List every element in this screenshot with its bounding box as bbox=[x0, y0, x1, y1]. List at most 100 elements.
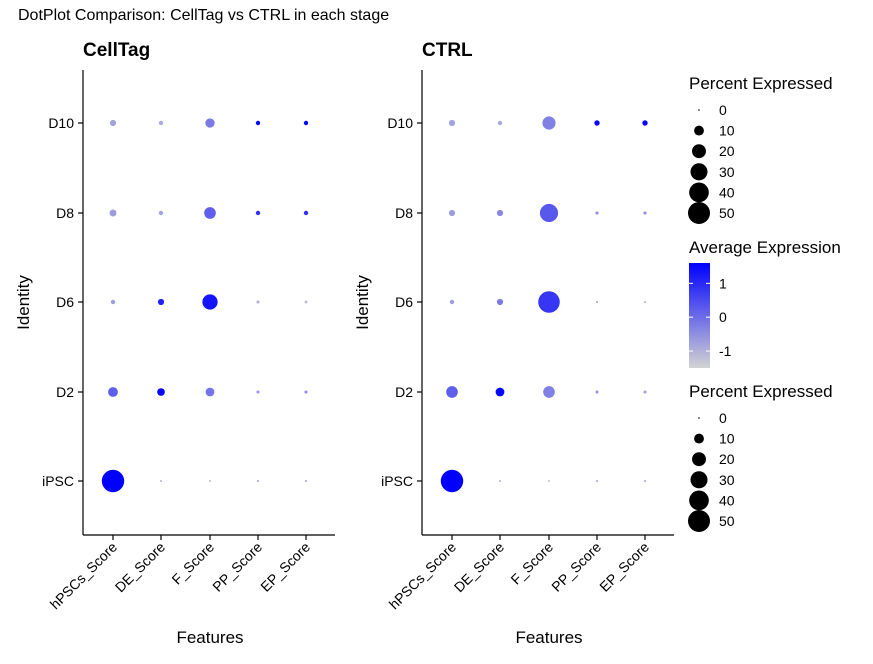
size-legend-title: Percent Expressed bbox=[689, 382, 833, 401]
dot-D2-hPSCs_Score bbox=[108, 387, 118, 397]
size-legend-title: Percent Expressed bbox=[689, 74, 833, 93]
y-tick-label: D2 bbox=[56, 384, 74, 400]
x-tick-label: F_Score bbox=[168, 539, 217, 588]
y-tick-label: iPSC bbox=[381, 473, 413, 489]
color-bar bbox=[689, 263, 710, 368]
dot-iPSC-hPSCs_Score bbox=[101, 469, 125, 493]
size-legend-label: 0 bbox=[719, 410, 727, 426]
x-tick-label: hPSCs_Score bbox=[47, 539, 121, 613]
dot-D6-F_Score bbox=[538, 291, 560, 313]
size-legend-label: 30 bbox=[719, 472, 735, 488]
dot-D8-PP_Score bbox=[255, 210, 261, 216]
dot-D8-DE_Score bbox=[496, 209, 504, 217]
dot-D2-DE_Score bbox=[495, 387, 505, 397]
y-tick-label: D6 bbox=[56, 294, 74, 310]
dot-D10-DE_Score bbox=[158, 120, 164, 126]
size-legend-label: 20 bbox=[719, 143, 735, 159]
dot-D10-EP_Score bbox=[303, 120, 309, 126]
figure-title: DotPlot Comparison: CellTag vs CTRL in e… bbox=[18, 7, 389, 24]
color-tick-label: -1 bbox=[719, 343, 732, 359]
x-axis-title: Features bbox=[176, 628, 243, 647]
size-legend-label: 20 bbox=[719, 451, 735, 467]
dot-D10-PP_Score bbox=[594, 120, 600, 126]
dot-D10-DE_Score bbox=[497, 120, 503, 126]
dot-D6-EP_Score bbox=[643, 300, 647, 304]
dot-D6-PP_Score bbox=[256, 300, 260, 304]
panel-title: CTRL bbox=[422, 40, 473, 61]
x-tick-label: hPSCs_Score bbox=[386, 539, 460, 613]
size-legend-label: 40 bbox=[719, 184, 735, 200]
dot-D2-PP_Score bbox=[595, 390, 599, 394]
dot-D8-hPSCs_Score bbox=[448, 209, 456, 217]
dot-D6-hPSCs_Score bbox=[110, 299, 116, 305]
x-tick-label: PP_Score bbox=[209, 539, 265, 595]
x-tick-label: EP_Score bbox=[596, 539, 652, 595]
dot-D6-hPSCs_Score bbox=[449, 299, 455, 305]
dot-iPSC-DE_Score bbox=[498, 479, 502, 483]
y-axis-title: Identity bbox=[353, 275, 372, 330]
color-legend: Average Expression 1 0 -1 bbox=[689, 238, 841, 368]
size-legend-label: 10 bbox=[719, 431, 735, 447]
dot-iPSC-PP_Score bbox=[595, 479, 599, 483]
dot-D6-PP_Score bbox=[595, 300, 599, 304]
size-legend-dot bbox=[698, 417, 700, 419]
size-legend-dot bbox=[690, 471, 708, 489]
dot-D10-PP_Score bbox=[255, 120, 261, 126]
dot-D8-PP_Score bbox=[595, 211, 599, 215]
dot-iPSC-EP_Score bbox=[643, 479, 647, 483]
dot-iPSC-F_Score bbox=[547, 479, 551, 483]
dot-D6-EP_Score bbox=[304, 300, 308, 304]
size-legend-label: 50 bbox=[719, 205, 735, 221]
panel-title: CellTag bbox=[83, 40, 150, 61]
dot-D2-hPSCs_Score bbox=[446, 386, 458, 398]
dot-iPSC-EP_Score bbox=[304, 479, 308, 483]
size-legend-dot bbox=[689, 182, 709, 203]
dot-D8-EP_Score bbox=[303, 210, 309, 216]
dot-D8-F_Score bbox=[204, 207, 216, 219]
size-legend-label: 10 bbox=[719, 123, 735, 139]
dot-D2-DE_Score bbox=[157, 388, 165, 396]
size-legend-label: 30 bbox=[719, 164, 735, 180]
dot-D8-F_Score bbox=[539, 203, 559, 223]
y-axis-title: Identity bbox=[14, 275, 33, 330]
size-legend-dot bbox=[692, 452, 706, 467]
dot-D8-EP_Score bbox=[643, 211, 647, 215]
x-axis-title: Features bbox=[515, 628, 582, 647]
x-tick-label: F_Score bbox=[507, 539, 556, 588]
size-legend-dot bbox=[694, 125, 704, 136]
dot-D2-EP_Score bbox=[643, 390, 647, 394]
dot-D6-F_Score bbox=[202, 294, 218, 310]
dot-D10-hPSCs_Score bbox=[448, 119, 456, 127]
dot-iPSC-DE_Score bbox=[159, 479, 163, 483]
size-legend-label: 50 bbox=[719, 513, 735, 529]
y-tick-label: D10 bbox=[48, 115, 74, 131]
y-tick-label: D2 bbox=[395, 384, 413, 400]
legends-group: Percent Expressed 0 10 20 30 40 50 Average Expr… bbox=[688, 74, 841, 532]
dot-D10-F_Score bbox=[205, 118, 215, 128]
size-legend-dot bbox=[694, 433, 704, 444]
dot-D2-EP_Score bbox=[304, 390, 308, 394]
size-legend-dot bbox=[688, 202, 710, 224]
x-tick-label: DE_Score bbox=[451, 539, 508, 596]
dot-D2-F_Score bbox=[543, 386, 555, 398]
size-legend-dot bbox=[698, 109, 700, 111]
x-tick-label: EP_Score bbox=[257, 539, 313, 595]
dot-D10-F_Score bbox=[542, 116, 556, 130]
dot-D10-EP_Score bbox=[642, 120, 648, 126]
dot-D10-hPSCs_Score bbox=[109, 119, 117, 127]
y-tick-label: D8 bbox=[56, 205, 74, 221]
size-legend-label: 40 bbox=[719, 492, 735, 508]
dot-D6-DE_Score bbox=[496, 298, 504, 306]
dot-iPSC-PP_Score bbox=[256, 479, 260, 483]
size-legend-dot bbox=[692, 144, 706, 159]
dot-D2-F_Score bbox=[205, 387, 215, 397]
dot-D8-hPSCs_Score bbox=[109, 209, 117, 217]
dot-iPSC-F_Score bbox=[208, 479, 212, 483]
y-tick-label: D6 bbox=[395, 294, 413, 310]
color-legend-title: Average Expression bbox=[689, 238, 841, 257]
dot-D8-DE_Score bbox=[158, 210, 164, 216]
x-tick-label: DE_Score bbox=[112, 539, 169, 596]
size-legend: Percent Expressed 0 10 20 30 40 50 bbox=[688, 74, 833, 224]
